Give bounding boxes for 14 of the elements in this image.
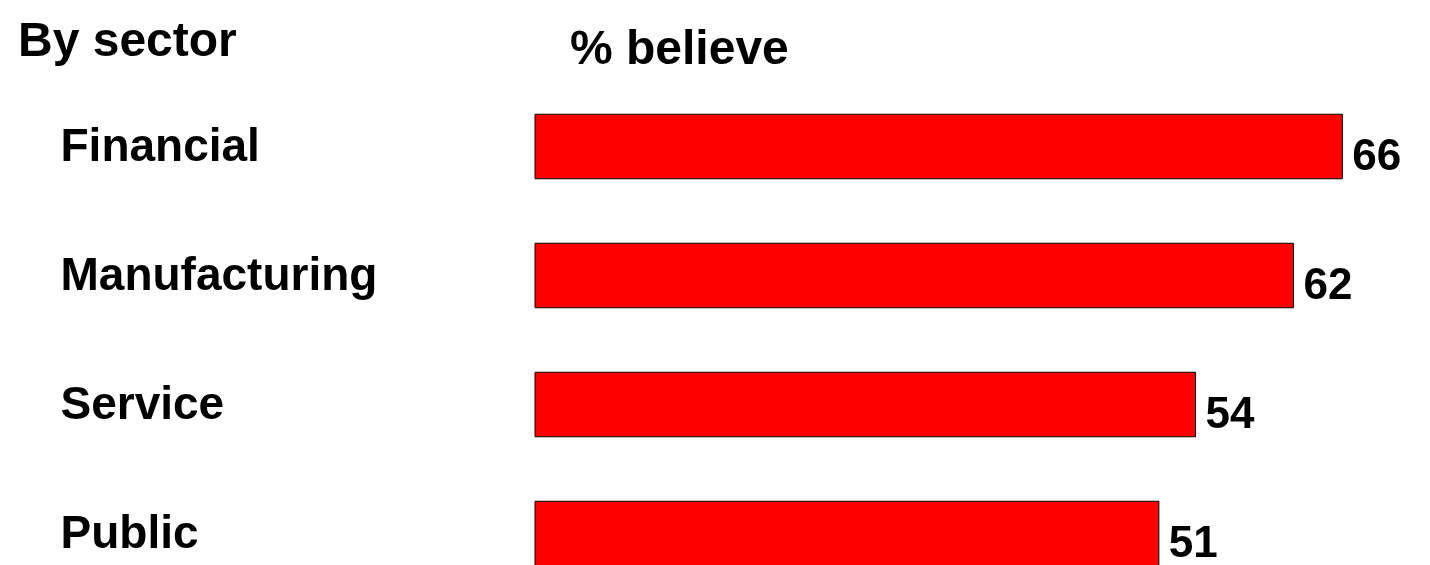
- bar: [534, 371, 1197, 438]
- bar: [534, 500, 1160, 565]
- y-tick-label: Service: [60, 376, 225, 429]
- data-label: 62: [1303, 258, 1353, 308]
- y-tick-label: Manufacturing: [60, 247, 378, 300]
- chart-subtitle: % believe: [570, 21, 789, 74]
- y-tick-label: Public: [60, 505, 199, 558]
- bar: [534, 113, 1343, 180]
- y-tick-label: Financial: [60, 118, 260, 171]
- bar: [534, 242, 1294, 309]
- data-label: 66: [1352, 129, 1402, 179]
- text: By sector: [18, 13, 237, 66]
- data-label: 51: [1168, 516, 1218, 565]
- data-label: 54: [1205, 387, 1256, 437]
